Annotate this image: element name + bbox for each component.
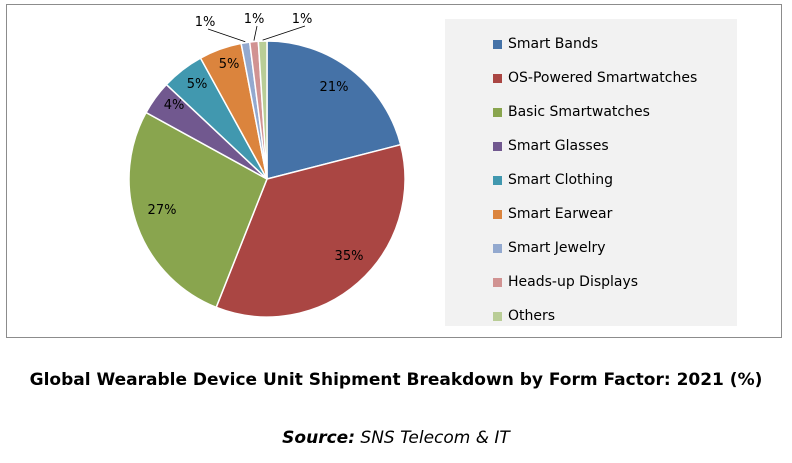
data-label: 1% xyxy=(195,15,216,30)
data-label: 21% xyxy=(320,80,349,95)
legend-label: Smart Clothing xyxy=(508,172,614,188)
data-label: 1% xyxy=(292,12,313,27)
legend-label: Others xyxy=(508,308,556,324)
chart-caption: Global Wearable Device Unit Shipment Bre… xyxy=(29,370,763,390)
pie-slice-others xyxy=(257,40,268,180)
data-label: 5% xyxy=(187,77,208,92)
legend-swatch xyxy=(493,107,502,117)
legend-item: Smart Jewelry xyxy=(493,231,737,265)
legend-swatch xyxy=(493,175,502,185)
data-label: 4% xyxy=(164,98,185,113)
legend-swatch xyxy=(493,209,502,219)
source-line: Source: SNS Telecom & IT xyxy=(0,428,792,448)
source-key: Source: xyxy=(282,428,355,448)
legend: Smart Bands OS-Powered Smartwatches Basic … xyxy=(445,19,737,326)
data-label: 35% xyxy=(335,249,364,264)
legend-swatch xyxy=(493,39,502,49)
pie-slice-os-powered-smartwatches xyxy=(215,143,406,318)
data-label: 5% xyxy=(219,57,240,72)
legend-swatch xyxy=(493,311,502,321)
legend-item: Heads-up Displays xyxy=(493,265,737,299)
leader-line xyxy=(207,28,246,43)
legend-swatch xyxy=(493,73,502,83)
legend-label: Heads-up Displays xyxy=(508,274,639,290)
legend-label: Smart Jewelry xyxy=(508,240,606,256)
legend-swatch xyxy=(493,141,502,151)
legend-item: Smart Glasses xyxy=(493,129,737,163)
data-label: 1% xyxy=(244,12,265,27)
pie-slice-smart-bands xyxy=(266,40,402,180)
chart-area: 21% 35% 27% 4% 5% 5% 1% 1% 1% Smart Bands OS-Powe… xyxy=(6,4,782,338)
legend-item: Smart Clothing xyxy=(493,163,737,197)
legend-item: Smart Bands xyxy=(493,27,737,61)
legend-label: Basic Smartwatches xyxy=(508,104,650,120)
data-label: 27% xyxy=(148,203,177,218)
source-text: SNS Telecom & IT xyxy=(355,428,510,448)
legend-item: OS-Powered Smartwatches xyxy=(493,61,737,95)
legend-item: Others xyxy=(493,299,737,333)
leader-line xyxy=(262,25,306,41)
legend-label: OS-Powered Smartwatches xyxy=(508,70,698,86)
legend-label: Smart Bands xyxy=(508,36,599,52)
pie-slice-basic-smartwatches xyxy=(128,111,268,309)
legend-label: Smart Earwear xyxy=(508,206,613,222)
legend-item: Basic Smartwatches xyxy=(493,95,737,129)
legend-swatch xyxy=(493,277,502,287)
legend-item: Smart Earwear xyxy=(493,197,737,231)
pie-chart: 21%35%27%4%5%5%1% 1% 1% xyxy=(128,12,406,318)
legend-swatch xyxy=(493,243,502,253)
leader-line xyxy=(253,25,258,41)
legend-label: Smart Glasses xyxy=(508,138,609,154)
